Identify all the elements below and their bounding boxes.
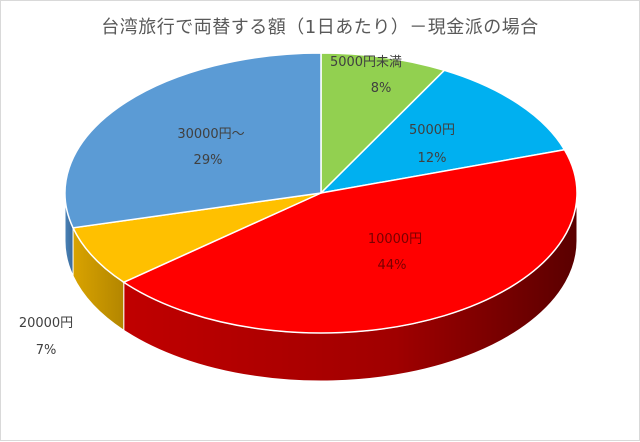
label-10000-pct: 44% xyxy=(378,258,407,273)
label-10000-name: 10000円 xyxy=(368,232,422,247)
slice-top-10000 xyxy=(122,148,578,334)
slice-top-20000 xyxy=(71,192,322,284)
label-5000-pct: 12% xyxy=(418,151,447,166)
label-30000-pct: 29% xyxy=(194,153,223,168)
label-20000-pct: 7% xyxy=(36,343,57,358)
label-under5000-pct: 8% xyxy=(371,81,392,96)
label-20000-name: 20000円 xyxy=(19,316,73,331)
pie-labels: 5000円未満 8% 5000円 12% 10000円 44% 20000円 7… xyxy=(19,55,455,358)
chart-title: 台湾旅行で両替する額（1日あたり）－現金派の場合 xyxy=(101,17,539,38)
label-5000-name: 5000円 xyxy=(409,123,455,138)
slice-top-under5000 xyxy=(320,52,446,195)
slice-top-30000 xyxy=(64,52,322,229)
label-under5000-name: 5000円未満 xyxy=(330,55,402,70)
slice-top-5000 xyxy=(318,69,566,195)
pie-tops xyxy=(64,52,578,334)
label-30000-name: 30000円～ xyxy=(177,127,244,142)
